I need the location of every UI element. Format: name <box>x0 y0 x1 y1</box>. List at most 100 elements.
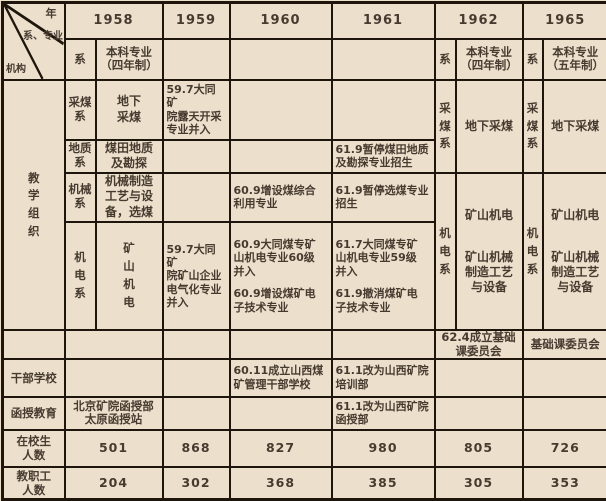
students-1965: 726 <box>523 430 606 467</box>
header-year-1961: 1961 <box>332 3 435 39</box>
cell-1959-cadre-empty <box>163 359 230 397</box>
cell-1962-correspondence-empty <box>435 397 523 430</box>
note-1960-jidian-a: 60.9大同煤专矿 山机电专业60级 并入 <box>234 238 328 278</box>
subheader-program-1958: 本科专业 （四年制） <box>96 39 163 80</box>
row-years: 年 系、专业 机构 1958 1959 1960 1961 1962 1965 <box>3 3 606 39</box>
note-1961-cadre: 61.1改为山西矿院 培训部 <box>332 359 435 397</box>
note-1961-jidian-b: 61.9撤消煤矿电 子技术专业 <box>336 287 431 314</box>
staff-1960: 368 <box>230 467 332 500</box>
staff-1961: 385 <box>332 467 435 500</box>
note-1960-jidian: 60.9大同煤专矿 山机电专业60级 并入 60.9增设煤矿电 子技术专业 <box>230 222 332 331</box>
correspondence-label: 函授教育 <box>3 397 65 430</box>
students-1960: 827 <box>230 430 332 467</box>
note-1959-jidian: 59.7大同矿 院矿山企业 电气化专业 并入 <box>163 222 230 331</box>
cell-1960-correspondence-empty <box>230 397 332 430</box>
header-year-1958: 1958 <box>65 3 163 39</box>
note-1960-jidian-stack: 60.9大同煤专矿 山机电专业60级 并入 60.9增设煤矿电 子技术专业 <box>234 238 328 314</box>
dept-jidian-1965-label: 机 电 系 <box>523 173 543 331</box>
note-1961-jidian-stack: 61.7大同煤专矿 山机电专业59级 并入 61.9撤消煤矿电 子技术专业 <box>336 238 431 314</box>
cell-1960-caimei-empty <box>230 80 332 140</box>
subheader-empty-1959 <box>163 39 230 80</box>
cell-1962-cadre-empty <box>435 359 523 397</box>
students-1958: 501 <box>65 430 163 467</box>
note-1962-basic-course: 62.4成立基础 课委员会 <box>435 330 523 358</box>
header-year-1962: 1962 <box>435 3 523 39</box>
row-cadre-school: 干部学校 60.11成立山西煤 矿管理干部学校 61.1改为山西矿院 培训部 <box>3 359 606 397</box>
cadre-school-label: 干部学校 <box>3 359 65 397</box>
major-jixie-1958: 机械制造 工艺与设 备，选煤 <box>96 173 163 222</box>
major-dizhi-1958: 煤田地质 及勘探 <box>96 140 163 173</box>
note-1961-jixie: 61.9暂停选煤专业 招生 <box>332 173 435 222</box>
cell-1959-basic-course-empty <box>163 330 230 358</box>
note-1961-dizhi: 61.9暂停煤田地质 及勘探专业招生 <box>332 140 435 173</box>
students-label: 在校生 人数 <box>3 430 65 467</box>
subheader-dept-1965: 系 <box>523 39 543 80</box>
cell-1961-caimei-empty <box>332 80 435 140</box>
row-staff: 教职工 人数 204 302 368 385 305 353 <box>3 467 606 500</box>
cell-1961-basic-course-empty <box>332 330 435 358</box>
cell-1959-dizhi-empty <box>163 140 230 173</box>
dept-jidian-1962-label: 机 电 系 <box>435 173 456 331</box>
staff-1965: 353 <box>523 467 606 500</box>
dept-jidian-label: 机 电 系 <box>65 222 96 331</box>
corner-year-label: 年 <box>46 7 57 21</box>
staff-label: 教职工 人数 <box>3 467 65 500</box>
subheader-dept-1958: 系 <box>65 39 96 80</box>
note-1961-jidian: 61.7大同煤专矿 山机电专业59级 并入 61.9撤消煤矿电 子技术专业 <box>332 222 435 331</box>
dept-caimei-1962-label: 采 煤 系 <box>435 80 456 173</box>
major-caimei-1965: 地下采煤 <box>543 80 606 173</box>
cell-label-basic-course-empty <box>3 330 65 358</box>
cell-1965-cadre-empty <box>523 359 606 397</box>
row-students: 在校生 人数 501 868 827 980 805 726 <box>3 430 606 467</box>
cell-1959-jixie-empty <box>163 173 230 222</box>
major-caimei-1958: 地下 采煤 <box>96 80 163 140</box>
dept-caimei-label: 采煤 系 <box>65 80 96 140</box>
cell-1960-dizhi-empty <box>230 140 332 173</box>
staff-1958: 204 <box>65 467 163 500</box>
cell-1959-correspondence-empty <box>163 397 230 430</box>
subheader-empty-1960 <box>230 39 332 80</box>
major-jidian-1962-a: 矿山机电 <box>465 208 513 223</box>
row-subheader: 系 本科专业 （四年制） 系 本科专业 （四年制） 系 本科专业 （五年制） <box>3 39 606 80</box>
row-jixie: 机械 系 机械制造 工艺与设 备，选煤 60.9增设煤综合 利用专业 61.9暂… <box>3 173 606 222</box>
cell-1965-correspondence-empty <box>523 397 606 430</box>
cell-1958-cadre-empty <box>65 359 163 397</box>
subheader-program-1965: 本科专业 （五年制） <box>543 39 606 80</box>
major-jidian-1965: 矿山机电 矿山机械 制造工艺 与设备 <box>543 173 606 331</box>
header-year-1965: 1965 <box>523 3 606 39</box>
corner-org-label: 机构 <box>6 64 26 77</box>
students-1962: 805 <box>435 430 523 467</box>
dept-caimei-1965-label: 采 煤 系 <box>523 80 543 173</box>
major-jidian-1962-b: 矿山机械 制造工艺 与设备 <box>465 250 513 295</box>
staff-1962: 305 <box>435 467 523 500</box>
header-year-1960: 1960 <box>230 3 332 39</box>
subheader-program-1962: 本科专业 （四年制） <box>456 39 523 80</box>
note-1958-correspondence: 北京矿院函授部 太原函授站 <box>65 397 163 430</box>
note-1960-cadre: 60.11成立山西煤 矿管理干部学校 <box>230 359 332 397</box>
header-year-1959: 1959 <box>163 3 230 39</box>
major-jidian-1962-stack: 矿山机电 矿山机械 制造工艺 与设备 <box>457 195 522 309</box>
note-1959-caimei: 59.7大同矿 院露天开采 专业并入 <box>163 80 230 140</box>
cell-1958-basic-course-empty <box>65 330 163 358</box>
row-caimei: 教 学 组 织 采煤 系 地下 采煤 59.7大同矿 院露天开采 专业并入 采 … <box>3 80 606 140</box>
corner-dept-major-label: 系、专业 <box>23 31 63 44</box>
corner-cell: 年 系、专业 机构 <box>3 3 65 81</box>
students-1959: 868 <box>163 430 230 467</box>
dept-jixie-label: 机械 系 <box>65 173 96 222</box>
row-correspondence: 函授教育 北京矿院函授部 太原函授站 61.1改为山西矿院 函授部 <box>3 397 606 430</box>
teaching-org-label: 教 学 组 织 <box>3 80 65 330</box>
note-1960-jixie: 60.9增设煤综合 利用专业 <box>230 173 332 222</box>
dept-dizhi-label: 地质 系 <box>65 140 96 173</box>
students-1961: 980 <box>332 430 435 467</box>
row-basic-course: 62.4成立基础 课委员会 基础课委员会 <box>3 330 606 358</box>
major-jidian-1965-stack: 矿山机电 矿山机械 制造工艺 与设备 <box>544 195 606 309</box>
staff-1959: 302 <box>163 467 230 500</box>
note-1961-jidian-a: 61.7大同煤专矿 山机电专业59级 并入 <box>336 238 431 278</box>
subheader-dept-1962: 系 <box>435 39 456 80</box>
note-1965-basic-course: 基础课委员会 <box>523 330 606 358</box>
major-jidian-1965-b: 矿山机械 制造工艺 与设备 <box>551 250 599 295</box>
subheader-empty-1961 <box>332 39 435 80</box>
note-1961-correspondence: 61.1改为山西矿院 函授部 <box>332 397 435 430</box>
major-jidian-1958: 矿 山 机 电 <box>96 222 163 331</box>
